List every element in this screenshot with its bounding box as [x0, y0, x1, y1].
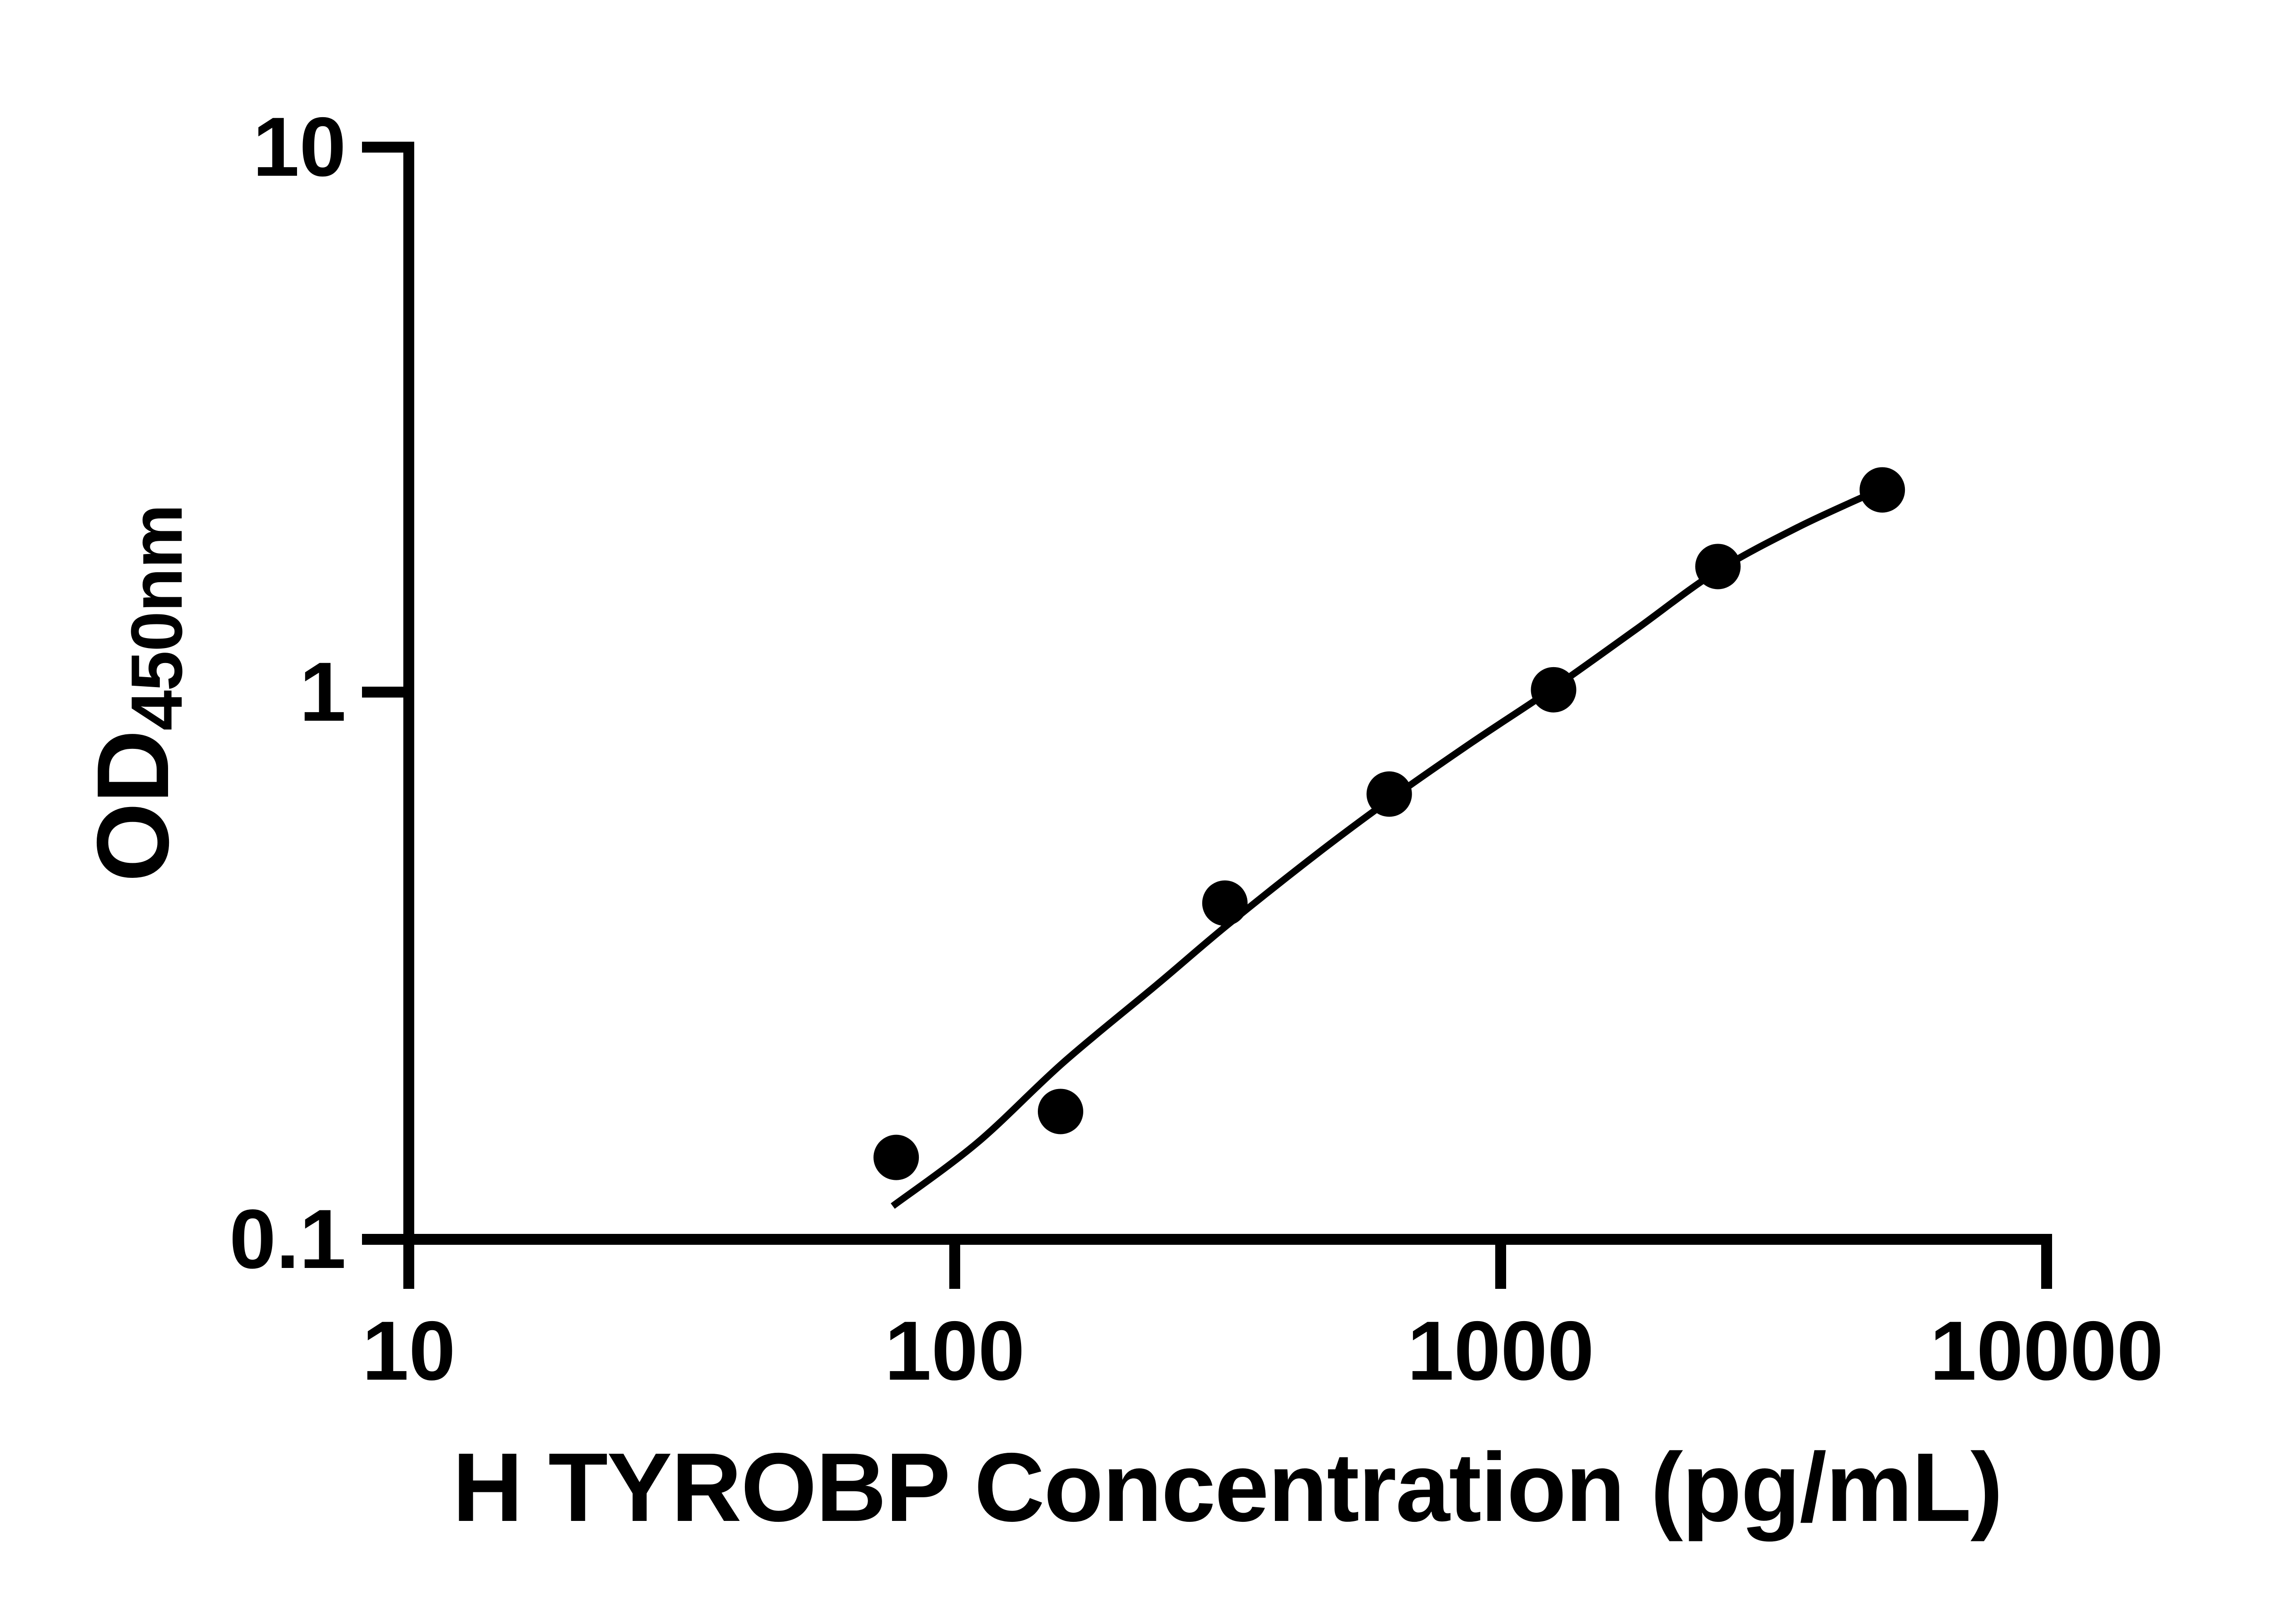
data-point-3: [1202, 880, 1248, 926]
data-point-2: [1037, 1089, 1083, 1134]
y-tick-label-1: 1: [299, 645, 346, 739]
y-axis-title-main: OD: [75, 730, 190, 882]
x-tick-label-100: 100: [884, 1304, 1025, 1398]
x-tick-label-1000: 1000: [1407, 1304, 1594, 1398]
data-point-5: [1531, 667, 1577, 713]
x-tick-label-10000: 10000: [1929, 1304, 2164, 1398]
data-point-6: [1695, 544, 1741, 589]
x-tick-label-10: 10: [362, 1304, 456, 1398]
x-axis-title: H TYROBP Concentration (pg/mL): [452, 1432, 2003, 1542]
y-tick-label-0p1: 0.1: [229, 1193, 346, 1286]
y-axis-title: OD 450nm: [74, 421, 210, 966]
y-tick-label-10: 10: [253, 100, 346, 194]
data-point-4: [1366, 771, 1412, 817]
data-point-1: [873, 1134, 919, 1180]
data-point-7: [1859, 467, 1905, 513]
y-axis-title-subscript: 450nm: [116, 505, 197, 731]
fit-curve-line: [891, 486, 1881, 1209]
